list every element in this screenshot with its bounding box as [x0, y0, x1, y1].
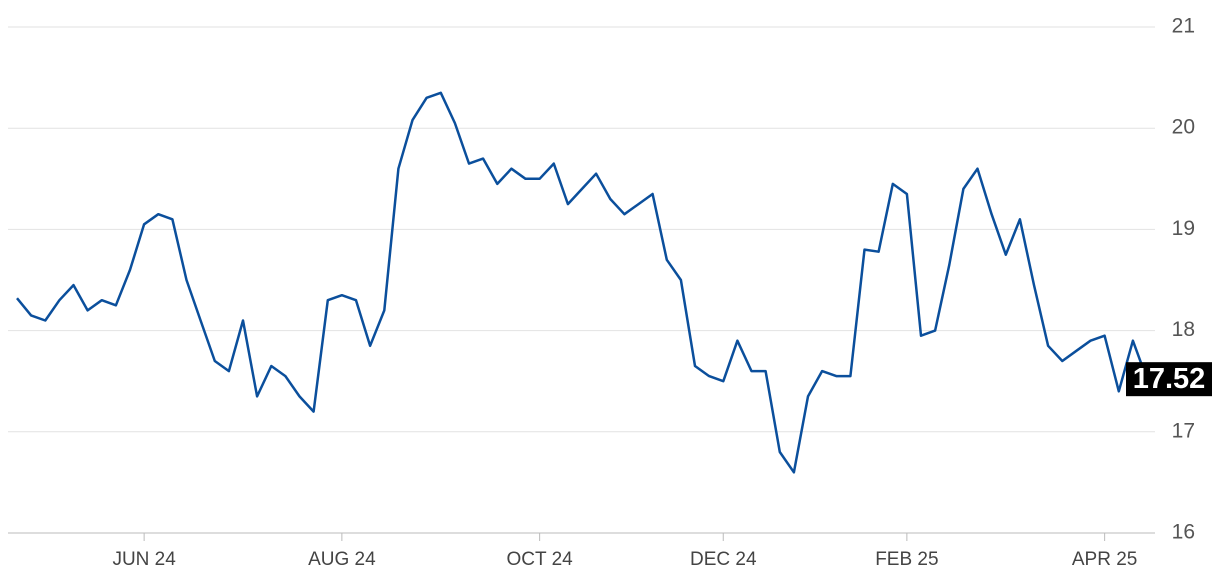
x-tick-label: AUG 24 — [308, 549, 376, 570]
x-tick-label: JUN 24 — [112, 549, 176, 570]
price-line — [16, 91, 1149, 474]
y-tick-label: 16 — [1172, 521, 1195, 544]
y-tick-label: 21 — [1172, 15, 1195, 38]
x-tick-label: FEB 25 — [875, 549, 938, 570]
y-tick-label: 20 — [1172, 116, 1195, 139]
y-tick-label: 17 — [1172, 419, 1195, 442]
last-price-box — [1126, 362, 1212, 397]
x-tick-label: DEC 24 — [690, 549, 757, 570]
y-tick-label: 18 — [1172, 318, 1195, 341]
x-tick-label: APR 25 — [1072, 549, 1137, 570]
y-tick-label: 19 — [1172, 217, 1195, 240]
x-tick-label: OCT 24 — [507, 549, 574, 570]
last-price-label: 17.52 — [1133, 363, 1206, 395]
